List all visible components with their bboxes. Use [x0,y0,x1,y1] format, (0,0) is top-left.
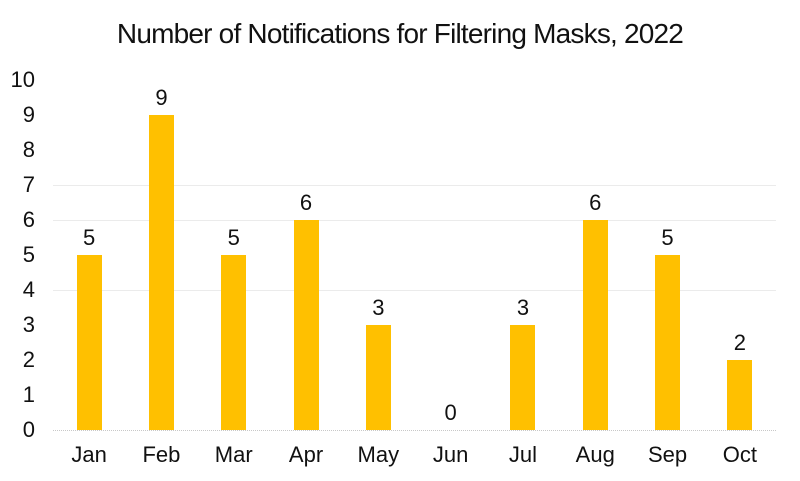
bar-jul [510,325,536,430]
y-axis-tick-label: 1 [22,382,35,407]
x-axis-category-label-jan: Jan [71,442,107,467]
data-label-aug: 6 [589,190,602,215]
y-axis-tick-label: 4 [22,277,35,302]
y-axis-tick-label: 3 [22,312,35,337]
y-axis-tick-label: 10 [10,67,35,92]
bar-sep [655,255,681,430]
gridline-y4 [53,290,776,291]
x-axis-line [53,430,776,431]
data-label-jul: 3 [516,295,530,320]
x-axis-category-label-jul: Jul [508,442,537,467]
y-axis-tick-label: 8 [22,137,35,162]
x-axis-category-label-may: May [357,442,400,467]
bar-jan [76,255,102,430]
x-axis-category-label-mar: Mar [214,442,253,467]
gridline-y7 [53,185,776,186]
x-axis-category-label-aug: Aug [575,442,615,467]
gridline-y6 [53,220,776,221]
x-axis-category-label-feb: Feb [142,442,181,467]
y-axis-tick-label: 9 [22,102,35,127]
bar-oct [727,360,753,430]
y-axis-tick-label: 2 [22,347,35,372]
data-label-mar: 5 [227,225,240,250]
data-label-feb: 9 [155,85,168,110]
bar-aug [582,220,608,430]
x-axis-category-label-sep: Sep [647,442,688,467]
data-label-apr: 6 [299,190,313,215]
y-axis-tick-label: 5 [22,242,35,267]
x-axis-category-label-jun: Jun [432,442,469,467]
y-axis-tick-label: 7 [22,172,35,197]
data-label-sep: 5 [661,225,674,250]
data-label-may: 3 [372,295,385,320]
chart-title: Number of Notifications for Filtering Ma… [116,18,684,49]
x-axis-category-label-oct: Oct [722,442,757,467]
bar-apr [293,220,319,430]
x-axis-category-label-apr: Apr [288,442,324,467]
data-label-jun: 0 [444,400,457,425]
data-label-jan: 5 [83,225,96,250]
data-label-oct: 2 [733,330,746,355]
y-axis-tick-label: 6 [22,207,35,232]
bar-feb [148,115,174,430]
bar-may [365,325,391,430]
bar-mar [221,255,247,430]
y-axis-tick-label: 0 [22,417,35,442]
